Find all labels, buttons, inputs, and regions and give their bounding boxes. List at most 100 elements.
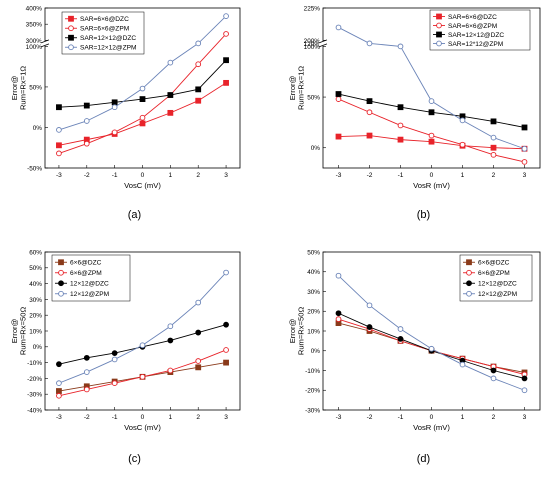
legend-label: SAR=6×6@ZPM — [80, 26, 129, 33]
x-tick-label: 1 — [169, 172, 173, 179]
data-point — [56, 150, 62, 157]
y-tick-label: 0% — [311, 348, 321, 355]
axis-break-gap — [41, 40, 49, 46]
data-point — [167, 92, 174, 98]
data-point — [167, 337, 174, 344]
x-tick-label: -2 — [84, 414, 90, 421]
data-point — [397, 136, 404, 143]
legend: SAR=6×6@DZC SAR=6×6@ZPM SAR=12×12@DZC SAR=1… — [61, 11, 145, 55]
data-point — [459, 141, 466, 148]
legend-label: SAR=12×12@ZPM — [80, 45, 137, 52]
y-tick-label: 50% — [29, 84, 42, 91]
data-point — [223, 321, 229, 328]
data-point — [335, 310, 342, 317]
data-point — [195, 299, 202, 306]
y-tick-label: 30% — [29, 297, 42, 304]
y-tick-label: 10% — [307, 328, 320, 335]
data-point — [521, 124, 528, 131]
data-point — [397, 122, 404, 129]
y-axis-title-line: Error@ — [10, 75, 19, 100]
data-point — [521, 387, 528, 394]
data-point — [335, 24, 342, 31]
x-tick-label: -2 — [84, 172, 90, 179]
data-point — [366, 324, 373, 330]
data-point — [139, 85, 146, 92]
legend-marker — [436, 22, 442, 29]
x-tick-label: -3 — [56, 414, 62, 421]
chart-panel-2: 0% 50% 100%120%200% 225% -3 -2 -1 0 1 2 3 VosR (mV)… — [288, 5, 541, 190]
data-point — [459, 361, 466, 368]
data-point — [83, 102, 90, 109]
series-3 — [335, 91, 528, 131]
data-point — [397, 43, 404, 50]
data-point — [366, 40, 373, 47]
data-point — [490, 118, 497, 125]
y-tick-label: -50% — [27, 165, 42, 172]
data-point — [366, 302, 373, 309]
x-tick-label: -1 — [398, 172, 404, 179]
legend-marker — [58, 259, 64, 266]
data-point — [83, 140, 90, 147]
data-point — [335, 96, 342, 102]
axis-break-mark — [40, 43, 50, 48]
y-tick-label: 100% — [304, 44, 321, 51]
x-tick-label: 1 — [169, 414, 173, 421]
axis-break-gap — [319, 40, 327, 46]
data-point — [111, 129, 118, 136]
data-point — [111, 380, 118, 386]
data-point — [521, 145, 528, 152]
data-point — [335, 316, 342, 323]
data-point — [223, 269, 229, 276]
legend-label: SAR=12×12@DZC — [448, 32, 504, 39]
x-tick-label: 0 — [430, 414, 434, 421]
legend-marker — [436, 40, 442, 47]
data-point — [335, 272, 342, 279]
data-point — [56, 380, 62, 386]
y-tick-label: 0% — [33, 344, 43, 351]
legend-label: SAR=6×6@DZC — [80, 16, 129, 23]
data-point — [428, 109, 435, 116]
legend-marker — [68, 34, 74, 41]
data-point — [223, 13, 229, 19]
data-point — [139, 342, 146, 349]
data-point — [167, 59, 174, 66]
data-point — [366, 132, 373, 139]
data-point — [223, 79, 229, 86]
data-point — [195, 61, 202, 68]
series-1 — [56, 79, 229, 149]
series-4 — [56, 13, 229, 133]
x-tick-label: -1 — [398, 414, 404, 421]
y-axis-title-line: Rum=Rx=1Ω — [297, 66, 306, 110]
data-point — [459, 117, 466, 124]
x-tick-label: 3 — [523, 172, 527, 179]
x-tick-label: 2 — [492, 414, 496, 421]
y-tick-label: -20% — [305, 388, 320, 395]
x-tick-label: 3 — [224, 414, 228, 421]
data-point — [490, 375, 497, 382]
y-tick-label: -10% — [305, 368, 320, 375]
chart-panel-4: -30% -20% -10% 0% 10% 20% 30% 40% 50% -3 -2 -1 0 1 2 3 V… — [288, 249, 541, 432]
y-axis-title-line: Error@ — [288, 318, 297, 343]
series-3 — [56, 57, 229, 111]
data-point — [83, 369, 90, 375]
data-point — [167, 367, 174, 374]
series-4 — [56, 269, 229, 386]
panel-label: (c) — [128, 453, 141, 465]
y-tick-label: 50% — [29, 265, 42, 272]
x-tick-label: -1 — [112, 414, 118, 421]
x-axis-title: VosR (mV) — [413, 423, 450, 432]
legend-marker — [466, 259, 472, 266]
data-point — [195, 358, 202, 364]
legend-label: 6×6@ZPM — [70, 270, 102, 277]
legend-label: 12×12@DZC — [478, 281, 517, 288]
legend-marker — [58, 269, 64, 276]
data-point — [223, 359, 229, 366]
legend-marker — [466, 280, 472, 287]
y-tick-label: 200% — [304, 38, 321, 45]
legend-label: 12×12@DZC — [70, 281, 109, 288]
legend-box — [429, 9, 531, 51]
data-point — [490, 151, 497, 158]
data-point — [83, 386, 90, 393]
chart-panel-3: -40% -30% -20% -10% 0% 10% 20% 30% 40% 50% 60% -3 -2… — [10, 249, 241, 432]
